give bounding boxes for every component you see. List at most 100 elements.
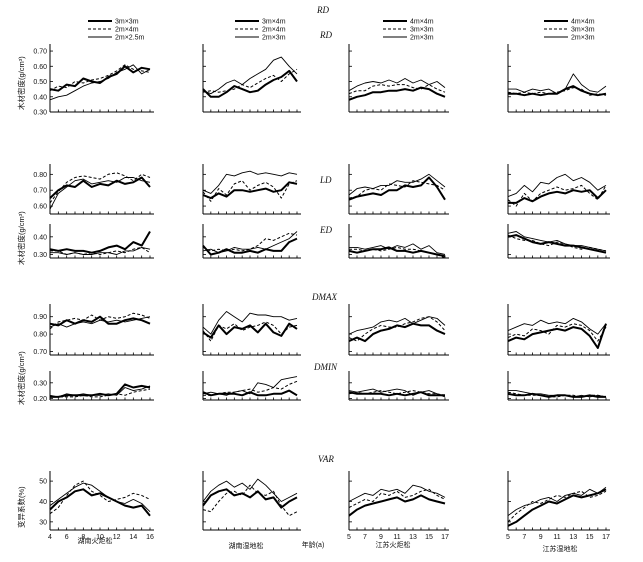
y-tick-label: 0.40 [33, 94, 47, 101]
legend-label-2: 2m×4m [115, 27, 139, 34]
series-line-2 [507, 391, 607, 398]
series-line-1 [49, 315, 151, 327]
x-tick-label: 4 [48, 534, 52, 541]
series-line-3 [49, 385, 151, 398]
x-tick-label: 8 [81, 534, 85, 541]
series-line-1 [202, 322, 298, 339]
series-line-1 [202, 488, 298, 509]
series-line-1 [49, 176, 151, 199]
series-line-2 [202, 68, 298, 93]
y-tick-label: 0.70 [33, 188, 47, 195]
series-line-2 [348, 180, 446, 199]
y-tick-label: 0.90 [33, 314, 47, 321]
series-line-2 [50, 388, 151, 398]
series-line-1 [202, 69, 298, 98]
y-tick-label: 0.40 [33, 234, 47, 241]
y-axis-label-row3: 木材密度(g/cm³) [16, 351, 26, 405]
series-line-1 [348, 176, 446, 201]
series-line-2 [348, 84, 446, 95]
series-line-3 [49, 316, 151, 328]
panel-title-3: 江苏火炬松 [376, 540, 411, 549]
row-tag-ld: LD [319, 175, 332, 185]
series-line-2 [348, 488, 446, 509]
y-tick-label: 0.30 [33, 110, 47, 117]
series-line-3 [508, 390, 607, 398]
series-line-2 [202, 180, 298, 202]
x-tick-label: 15 [425, 534, 433, 541]
series-line-1 [507, 488, 607, 527]
legend-label-3: 2m×2.5m [115, 35, 145, 42]
x-tick-label: 11 [393, 534, 400, 541]
series-line-1 [202, 389, 298, 397]
y-tick-label: 0.60 [33, 64, 47, 71]
series-line-1 [508, 189, 607, 204]
series-line-2 [49, 172, 151, 204]
series-line-2 [507, 184, 607, 207]
x-tick-label: 7 [522, 534, 526, 541]
legend-label-2: 2m×4m [262, 27, 286, 34]
row-tag-dmax: DMAX [311, 292, 337, 302]
x-tick-label: 7 [363, 534, 367, 541]
series-line-3 [49, 64, 151, 101]
series-line-2 [202, 484, 298, 517]
y-axis-label-row2: 木材密度(g/cm³) [16, 211, 26, 265]
series-line-3 [202, 311, 298, 335]
series-line-1 [50, 383, 151, 398]
legend-label-3: 2m×3m [571, 35, 595, 42]
legend-label-2: 3m×3m [410, 27, 434, 34]
legend-label-1: 4m×4m [410, 19, 434, 26]
series-line-1 [348, 322, 446, 343]
series-line-2 [49, 480, 151, 515]
series-line-3 [507, 317, 607, 335]
series-line-2 [202, 321, 298, 342]
series-line-1 [348, 86, 446, 101]
series-line-3 [202, 478, 298, 502]
series-line-3 [348, 316, 446, 335]
series-line-2 [202, 232, 298, 252]
top-tag: RD [316, 5, 329, 15]
x-tick-label: 17 [602, 534, 610, 541]
x-tick-label: 9 [539, 534, 543, 541]
y-tick-label: 40 [39, 499, 47, 506]
y-tick-label: 0.30 [33, 380, 47, 387]
series-line-1 [348, 391, 445, 397]
x-tick-label: 11 [553, 534, 560, 541]
legend-label-3: 2m×3m [410, 35, 434, 42]
y-tick-label: 0.80 [33, 172, 47, 179]
series-line-1 [49, 230, 151, 254]
series-line-3 [348, 78, 446, 92]
y-tick-label: 0.60 [33, 204, 47, 211]
series-line-2 [348, 390, 446, 396]
y-axis-label-row1: 木材密度(g/cm³) [16, 56, 26, 110]
x-tick-label: 14 [129, 534, 137, 541]
series-line-3 [202, 56, 298, 95]
y-tick-label: 0.20 [33, 396, 47, 403]
x-tick-label: 17 [441, 534, 449, 541]
panel-title-1: 湖南火炬松 [78, 536, 113, 545]
row-tag-dmin: DMIN [313, 362, 338, 372]
series-line-3 [507, 231, 607, 252]
x-tick-label: 9 [379, 534, 383, 541]
y-tick-label: 0.30 [33, 252, 47, 259]
x-tick-label: 6 [65, 534, 69, 541]
row-tag-var: VAR [318, 454, 334, 464]
series-line-3 [349, 243, 446, 255]
series-line-3 [49, 177, 151, 210]
series-line-2 [507, 323, 607, 342]
series-line-3 [507, 173, 607, 198]
y-tick-label: 0.70 [33, 49, 47, 56]
legend-label-1: 3m×3m [115, 19, 139, 26]
series-line-1 [348, 494, 446, 517]
x-axis-label: 年龄(a) [302, 540, 325, 549]
row-tag-ed: ED [319, 225, 332, 235]
series-line-1 [49, 65, 151, 92]
series-line-3 [202, 170, 298, 194]
x-tick-label: 13 [569, 534, 577, 541]
x-tick-label: 5 [347, 534, 351, 541]
series-line-3 [50, 246, 151, 255]
series-line-3 [202, 376, 298, 396]
series-line-2 [49, 64, 151, 92]
series-line-1 [202, 181, 298, 200]
series-line-1 [49, 488, 151, 517]
